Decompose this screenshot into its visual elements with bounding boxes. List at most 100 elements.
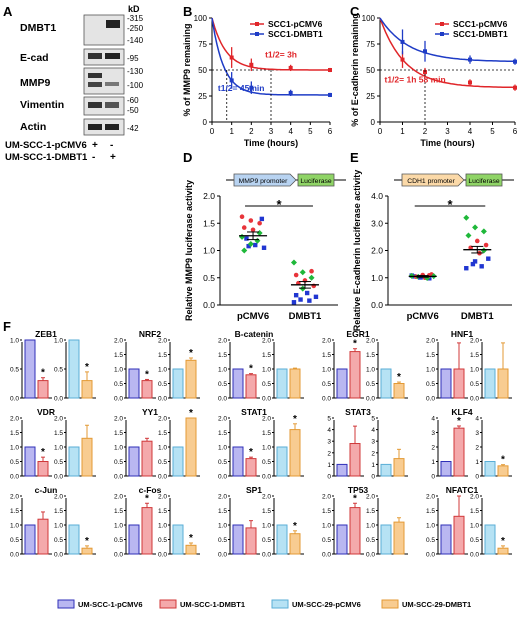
x-tick-label: 3	[445, 127, 450, 136]
bar	[484, 524, 496, 555]
y-tick-label: 1.5	[366, 352, 375, 359]
data-point	[486, 256, 491, 261]
blot-band	[88, 73, 102, 78]
y-tick-label: 0	[371, 474, 375, 481]
y-tick-label: 1.0	[322, 367, 331, 374]
gene-title: TP53	[348, 485, 369, 495]
legend-label: SCC1-pCMV6	[453, 19, 508, 29]
x-axis-label: Time (hours)	[244, 138, 298, 148]
y-tick-label: 2.0	[470, 494, 479, 501]
gene-expression-bar-grid: ZEB1 0.0 0.5 1.0 * 0.0 0.5 1.0 * NRF2 0.0 0.5 1.0 1.5…	[10, 329, 512, 609]
x-tick-label: 0	[210, 127, 215, 136]
half-life-annotation: t1/2= 3h	[265, 50, 297, 60]
y-tick-label: 1.0	[426, 523, 435, 530]
kd-marker: -50	[127, 106, 139, 115]
bar	[497, 368, 509, 399]
y-tick-label: 1.0	[10, 445, 19, 452]
bar	[128, 524, 140, 555]
data-point	[250, 227, 256, 233]
data-point	[249, 62, 254, 67]
bar	[185, 544, 197, 555]
bar	[276, 446, 288, 477]
x-tick-label: 6	[328, 127, 333, 136]
y-tick-label: 0.0	[114, 552, 123, 559]
gene-title: STAT3	[345, 407, 371, 417]
bar	[336, 524, 348, 555]
y-tick-label: 0.5	[54, 537, 63, 544]
y-tick-label: 100	[362, 14, 376, 23]
y-tick-label: 2	[431, 445, 435, 452]
band-label-actin: Actin	[20, 121, 46, 133]
y-tick-label: 2	[475, 445, 479, 452]
bar	[37, 380, 49, 399]
data-point	[249, 85, 254, 90]
y-tick-label: 4	[431, 416, 435, 423]
y-tick-label: 3	[475, 430, 479, 437]
y-tick-label: 0.0	[470, 552, 479, 559]
y-tick-label: 1.5	[426, 508, 435, 515]
y-tick-label: 1.5	[426, 352, 435, 359]
y-tick-label: 0.0	[10, 396, 19, 403]
bar	[380, 368, 392, 399]
bar	[172, 524, 184, 555]
ecadherin-luciferase-chart: 0.0 1.0 2.0 3.0 4.0 Relative E-cadherin lucif…	[352, 170, 514, 332]
y-tick-label: 0.5	[426, 381, 435, 388]
data-point	[480, 228, 487, 235]
significance-star: *	[85, 362, 89, 373]
y-tick-label: 0.5	[54, 459, 63, 466]
y-tick-label: 1.5	[322, 508, 331, 515]
y-tick-label: 1.0	[218, 523, 227, 530]
y-tick-label: 0.5	[218, 381, 227, 388]
bar	[172, 368, 184, 399]
promoter-box	[233, 173, 297, 187]
data-point	[293, 292, 299, 298]
data-point	[299, 269, 306, 276]
y-tick-label: 0.5	[218, 537, 227, 544]
y-tick-label: 0.5	[470, 537, 479, 544]
y-tick-label: 1.5	[366, 508, 375, 515]
y-tick-label: 75	[366, 40, 375, 49]
sample-sign: +	[92, 140, 98, 151]
y-tick-label: 0.0	[322, 396, 331, 403]
y-tick-label: 3	[327, 439, 331, 446]
y-tick-label: 5	[371, 416, 375, 423]
y-tick-label: 0.0	[262, 474, 271, 481]
x-tick-label: 4	[288, 127, 293, 136]
data-point	[464, 266, 469, 271]
y-tick-label: 2.0	[158, 494, 167, 501]
data-point	[246, 243, 251, 249]
y-tick-label: 1	[327, 462, 331, 469]
significance-star: *	[85, 536, 89, 547]
data-point	[254, 237, 261, 244]
significance-star: *	[397, 372, 401, 383]
kd-marker: -60	[127, 96, 139, 105]
bar	[37, 461, 49, 477]
y-tick-label: 1.5	[158, 352, 167, 359]
blot-strip-actin	[83, 118, 125, 136]
bar	[276, 524, 288, 555]
y-tick-label: 3	[431, 430, 435, 437]
y-axis-label: Relative E-cadherin luciferase activity	[352, 170, 362, 332]
y-tick-label: 1.5	[114, 430, 123, 437]
band-label-ecad: E-cad	[20, 52, 49, 64]
y-tick-label: 0.0	[114, 474, 123, 481]
data-point	[298, 297, 303, 302]
y-tick-label: 1.0	[10, 338, 19, 345]
y-tick-label: 2.0	[158, 416, 167, 423]
data-point	[513, 85, 517, 90]
y-tick-label: 1.5	[54, 508, 63, 515]
x-tick-label: 1	[400, 127, 405, 136]
sample-sign: -	[92, 152, 95, 163]
bar	[453, 368, 465, 399]
y-tick-label: 1.0	[262, 523, 271, 530]
y-tick-label: 1.0	[54, 523, 63, 530]
kd-marker: -95	[127, 54, 139, 63]
y-tick-label: 1.0	[371, 273, 383, 283]
y-tick-label: 1.0	[54, 445, 63, 452]
panel-letter-a: A	[3, 4, 13, 19]
y-tick-label: 2.0	[262, 416, 271, 423]
y-tick-label: 0.0	[54, 474, 63, 481]
y-tick-label: 100	[194, 14, 208, 23]
y-tick-label: 0.0	[262, 552, 271, 559]
legend-label: UM-SCC-29-DMBT1	[402, 600, 471, 609]
